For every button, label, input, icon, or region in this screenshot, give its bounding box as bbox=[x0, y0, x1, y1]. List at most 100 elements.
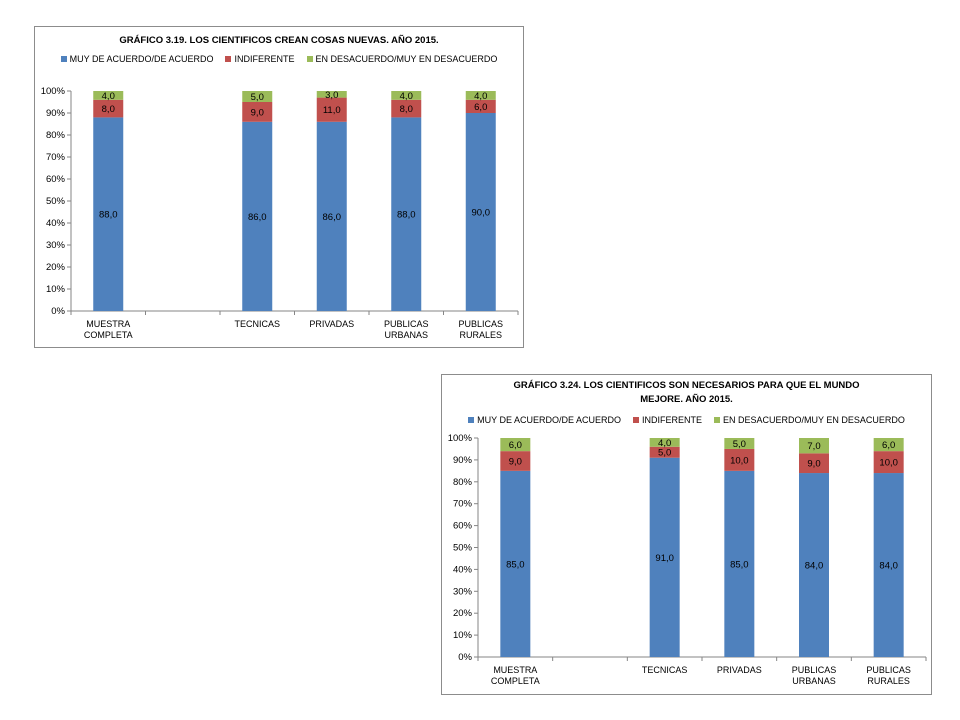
y-tick-label: 0% bbox=[458, 652, 472, 663]
legend-swatch-indifferent bbox=[632, 417, 639, 423]
legend-item-indifferent: INDIFERENTE bbox=[225, 54, 295, 64]
bar-segment bbox=[799, 438, 829, 454]
y-tick-label: 50% bbox=[453, 543, 473, 554]
bar-segment bbox=[649, 457, 680, 657]
data-label: 84,0 bbox=[879, 561, 898, 572]
bar-segment bbox=[799, 453, 829, 474]
bar-segment bbox=[93, 91, 124, 100]
data-label: 11,0 bbox=[323, 105, 341, 116]
data-label: 10,0 bbox=[730, 455, 749, 466]
bar-segment bbox=[465, 99, 496, 113]
x-tick-label: PUBLICAS bbox=[792, 665, 837, 675]
bar-segment bbox=[649, 446, 680, 458]
bar-segment bbox=[242, 91, 273, 102]
y-tick-label: 20% bbox=[46, 262, 66, 273]
data-label: 5,0 bbox=[733, 439, 746, 450]
bar-segment bbox=[93, 99, 124, 118]
data-label: 9,0 bbox=[251, 107, 264, 118]
y-tick-label: 40% bbox=[453, 564, 473, 575]
y-tick-label: 10% bbox=[453, 630, 473, 641]
legend-label-indifferent: INDIFERENTE bbox=[641, 415, 702, 425]
y-tick-label: 10% bbox=[46, 284, 66, 295]
data-label: 9,0 bbox=[807, 459, 820, 470]
y-tick-label: 80% bbox=[46, 130, 66, 141]
x-tick-label: PRIVADAS bbox=[717, 665, 762, 675]
legend-swatch-agree bbox=[60, 56, 67, 62]
x-tick-label: MUESTRA bbox=[493, 665, 537, 675]
data-label: 90,0 bbox=[472, 208, 491, 219]
chart-2: GRÁFICO 3.24. LOS CIENTIFICOS SON NECESA… bbox=[441, 374, 932, 695]
data-label: 9,0 bbox=[509, 456, 522, 467]
y-tick-label: 100% bbox=[41, 86, 66, 97]
data-label: 4,0 bbox=[658, 438, 671, 449]
x-tick-label: TECNICAS bbox=[642, 665, 688, 675]
x-tick-label: PUBLICAS bbox=[458, 319, 503, 329]
bar-segment bbox=[873, 473, 904, 657]
legend-item-disagree: EN DESACUERDO/MUY EN DESACUERDO bbox=[714, 415, 905, 425]
bar-segment bbox=[316, 97, 347, 122]
bar-segment bbox=[799, 473, 829, 657]
data-label: 86,0 bbox=[323, 212, 342, 223]
data-label: 88,0 bbox=[397, 210, 416, 221]
data-label: 6,0 bbox=[509, 440, 522, 451]
legend-swatch-indifferent bbox=[225, 56, 232, 62]
legend-label-agree: MUY DE ACUERDO/DE ACUERDO bbox=[69, 54, 214, 64]
data-label: 6,0 bbox=[474, 102, 487, 113]
legend-item-indifferent: INDIFERENTE bbox=[632, 415, 702, 425]
data-label: 7,0 bbox=[807, 441, 820, 452]
legend-label-disagree: EN DESACUERDO/MUY EN DESACUERDO bbox=[315, 54, 498, 64]
data-label: 8,0 bbox=[400, 104, 413, 115]
legend-item-agree: MUY DE ACUERDO/DE ACUERDO bbox=[60, 54, 214, 64]
chart-legend: MUY DE ACUERDO/DE ACUERDO INDIFERENTE EN… bbox=[442, 415, 931, 425]
data-label: 5,0 bbox=[658, 448, 671, 459]
bar-segment bbox=[500, 451, 531, 471]
x-tick-label: COMPLETA bbox=[491, 676, 540, 686]
x-tick-label: MUESTRA bbox=[86, 319, 130, 329]
legend-swatch-agree bbox=[468, 417, 475, 423]
data-label: 85,0 bbox=[730, 559, 749, 570]
bar-segment bbox=[649, 438, 680, 447]
data-label: 91,0 bbox=[655, 553, 674, 564]
bar-segment bbox=[465, 91, 496, 100]
bar-segment bbox=[724, 438, 755, 449]
x-tick-label: RURALES bbox=[867, 676, 910, 686]
data-label: 85,0 bbox=[506, 559, 524, 570]
legend-label-agree: MUY DE ACUERDO/DE ACUERDO bbox=[477, 415, 621, 425]
bar-segment bbox=[724, 448, 755, 471]
bar-segment bbox=[391, 91, 422, 100]
y-tick-label: 60% bbox=[46, 174, 66, 185]
chart-1: GRÁFICO 3.19. LOS CIENTIFICOS CREAN COSA… bbox=[34, 26, 524, 348]
data-label: 86,0 bbox=[248, 212, 267, 223]
x-tick-label: URBANAS bbox=[792, 676, 836, 686]
y-tick-label: 70% bbox=[46, 152, 66, 163]
chart-title: GRÁFICO 3.19. LOS CIENTIFICOS CREAN COSA… bbox=[119, 35, 439, 46]
y-tick-label: 100% bbox=[448, 433, 473, 444]
bar-segment bbox=[500, 470, 531, 657]
data-label: 88,0 bbox=[99, 210, 118, 221]
x-tick-label: COMPLETA bbox=[84, 330, 133, 340]
y-tick-label: 90% bbox=[453, 455, 473, 466]
y-tick-label: 20% bbox=[453, 608, 473, 619]
chart-title: GRÁFICO 3.24. LOS CIENTIFICOS SON NECESA… bbox=[513, 380, 860, 405]
legend-item-agree: MUY DE ACUERDO/DE ACUERDO bbox=[468, 415, 621, 425]
x-tick-label: TECNICAS bbox=[234, 319, 280, 329]
y-tick-label: 0% bbox=[51, 306, 65, 317]
chart-plot: 0% 10% 20% 30% 40% 50% 60% 70% 80% 90% 100% MUESTRA… bbox=[41, 86, 519, 340]
data-label: 10,0 bbox=[879, 458, 898, 469]
bar-segment bbox=[316, 91, 347, 98]
data-label: 6,0 bbox=[882, 440, 895, 451]
bar-segment bbox=[873, 438, 904, 452]
bar-segment bbox=[93, 117, 124, 312]
data-label: 4,0 bbox=[474, 91, 487, 102]
bar-segment bbox=[500, 438, 531, 452]
bar-segment bbox=[873, 451, 904, 474]
legend-label-indifferent: INDIFERENTE bbox=[234, 54, 295, 64]
y-tick-label: 30% bbox=[453, 586, 473, 597]
bar-segment bbox=[242, 102, 273, 122]
x-tick-label: RURALES bbox=[459, 330, 502, 340]
x-tick-label: PRIVADAS bbox=[309, 319, 354, 329]
legend-label-disagree: EN DESACUERDO/MUY EN DESACUERDO bbox=[723, 415, 905, 425]
y-tick-label: 40% bbox=[46, 218, 66, 229]
data-label: 8,0 bbox=[102, 104, 115, 115]
y-tick-label: 50% bbox=[46, 196, 66, 207]
